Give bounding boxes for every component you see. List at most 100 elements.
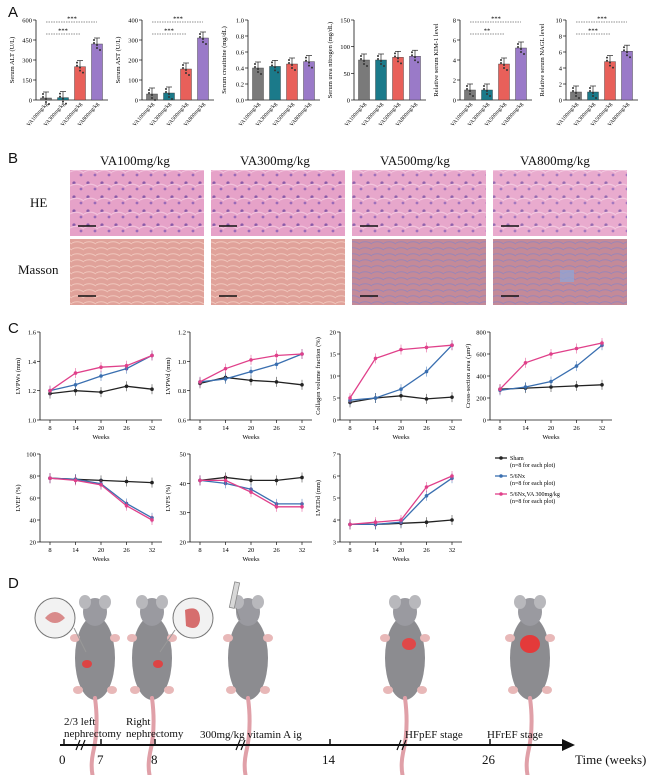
y-axis-label: Serum creatinine (mg/dL)	[221, 26, 228, 94]
y-tick-label: 150	[22, 78, 32, 85]
data-point	[489, 95, 491, 97]
data-point	[291, 64, 293, 66]
data-point	[380, 60, 382, 62]
col-label-4: VA800mg/kg	[520, 153, 590, 168]
x-tick-label: 14	[522, 425, 529, 432]
data-point	[82, 71, 84, 74]
mouse-1	[68, 593, 122, 775]
data-point	[394, 55, 396, 58]
data-point	[277, 71, 279, 74]
series-point-snxva	[124, 363, 129, 368]
x-tick-label: 8	[348, 547, 351, 554]
y-tick-label: 50	[180, 452, 187, 459]
series-point-snx	[99, 374, 103, 378]
data-point	[291, 67, 293, 69]
data-point	[377, 55, 379, 57]
series-point-snxva	[249, 490, 253, 494]
y-tick-label: 20	[30, 540, 37, 547]
y-tick-label: 0	[453, 98, 456, 105]
series-point-snxva	[450, 474, 454, 478]
y-tick-label: 20	[180, 540, 187, 547]
data-point	[59, 92, 61, 95]
y-tick-label: 1.0	[28, 418, 36, 425]
y-tick-label: 4	[333, 518, 337, 525]
data-point	[472, 95, 474, 97]
series-point-snxva	[399, 347, 403, 352]
bar	[197, 37, 209, 101]
series-point-snxva	[150, 518, 154, 522]
data-point	[168, 96, 170, 98]
y-tick-label: 15	[330, 352, 337, 359]
legend-n: (n=8 for each plot)	[510, 462, 555, 469]
event-hfref: HFrEF stage	[487, 729, 543, 741]
series-point-snxva	[523, 361, 528, 365]
y-tick-label: 8	[559, 34, 562, 41]
y-tick-label: 4	[559, 66, 563, 73]
x-axis-label: Weeks	[242, 556, 260, 563]
data-point	[151, 97, 153, 99]
data-point	[400, 62, 402, 65]
bar	[269, 66, 281, 101]
data-point	[589, 90, 591, 92]
x-axis-label: Weeks	[92, 434, 110, 441]
data-point	[414, 56, 416, 59]
y-tick-label: 2	[559, 82, 562, 89]
x-tick-label: 32	[449, 547, 456, 554]
series-point-snxva	[249, 358, 253, 362]
y-tick-label: 10	[330, 374, 337, 381]
series-point-sham	[300, 383, 304, 387]
y-axis-label: Serum urea nitrogen (mg/dL)	[327, 22, 334, 98]
x-tick-label: 14	[372, 547, 379, 554]
data-point	[45, 101, 47, 103]
data-point	[629, 56, 631, 59]
series-point-snxva	[424, 485, 429, 489]
legend-marker-snx	[499, 474, 503, 478]
line-chart-7: 3 4 5 6 7 8 14 20 26 32 Weeks LVEDd (mm)	[315, 452, 462, 563]
y-tick-label: 450	[22, 38, 32, 45]
series-point-snxva	[300, 505, 304, 509]
x-tick-label: 26	[273, 547, 280, 554]
y-tick-label: 3	[333, 540, 336, 547]
data-point	[257, 68, 259, 70]
data-point	[182, 67, 184, 69]
sig-label: ***	[597, 16, 607, 23]
y-axis-label: Cross-section area (µm²)	[465, 344, 472, 409]
data-point	[154, 99, 156, 101]
panel-d-timeline: 0 7 8 14 26 Time (weeks) 2/3 left nephre…	[0, 580, 660, 775]
data-point	[589, 87, 591, 89]
data-point	[93, 39, 95, 41]
y-tick-label: 20	[330, 330, 337, 337]
data-point	[486, 93, 488, 95]
x-tick-label: 20	[248, 547, 255, 554]
y-tick-label: 0.0	[236, 98, 244, 105]
series-point-snxva	[274, 353, 279, 358]
x-tick-label: 26	[123, 547, 130, 554]
data-point	[411, 51, 413, 54]
y-axis-label: LVFS (%)	[165, 485, 172, 512]
y-tick-label: 1.0	[178, 359, 186, 366]
series-point-snx	[549, 379, 553, 384]
series-point-snxva	[124, 503, 129, 508]
y-tick-label: 6	[559, 50, 563, 57]
data-point	[308, 61, 310, 64]
data-point	[288, 62, 290, 64]
data-point	[271, 61, 273, 64]
sig-label: ***	[491, 16, 501, 23]
data-point	[394, 52, 396, 55]
data-point	[93, 42, 95, 44]
series-point-snxva	[373, 356, 378, 361]
data-point	[308, 64, 310, 67]
x-tick-label: 14	[72, 425, 79, 432]
series-point-snx	[424, 494, 429, 498]
data-point	[254, 63, 256, 65]
x-tick-label: 20	[98, 425, 105, 432]
magnifier-2	[159, 597, 214, 653]
series-point-sham	[424, 520, 429, 524]
data-point	[606, 59, 608, 62]
series-point-sham	[150, 387, 154, 391]
data-point	[305, 59, 307, 62]
series-point-snxva	[373, 520, 378, 524]
data-point	[148, 89, 150, 91]
